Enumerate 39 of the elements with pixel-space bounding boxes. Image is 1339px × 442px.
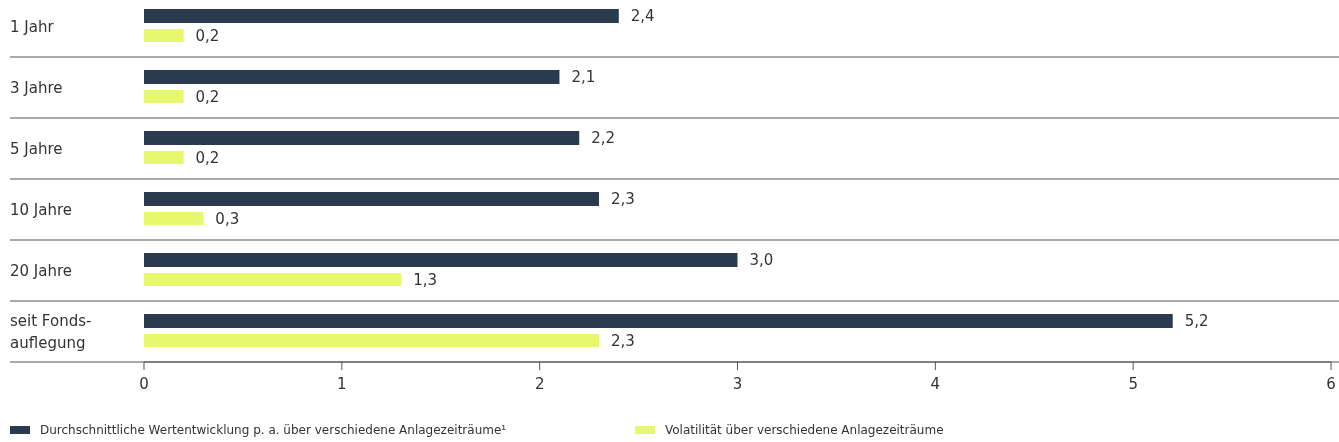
- bar: [144, 192, 600, 206]
- x-tick-label: 6: [1326, 375, 1336, 394]
- y-tick-label: 10 Jahre: [10, 200, 73, 219]
- legend-label: Durchschnittliche Wertentwicklung p. a. über verschiedene Anlagezeiträume¹: [40, 423, 507, 438]
- bar: [144, 334, 600, 347]
- bar: [144, 9, 619, 23]
- y-tick-label: 1 Jahr: [10, 17, 55, 36]
- y-tick-label: 20 Jahre: [10, 261, 73, 280]
- x-tick-label: 4: [930, 375, 941, 394]
- bar: [144, 131, 580, 145]
- data-label: 0,2: [195, 87, 220, 106]
- bar: [144, 151, 184, 164]
- data-label: 0,3: [215, 209, 240, 228]
- data-label: 0,2: [195, 148, 220, 167]
- bar: [144, 314, 1173, 328]
- x-tick-label: 0: [139, 375, 149, 394]
- y-tick-label: 5 Jahre: [10, 139, 63, 158]
- bar: [144, 212, 204, 225]
- x-tick-label: 1: [337, 375, 347, 394]
- bar: [144, 273, 402, 286]
- data-label: 3,0: [749, 251, 774, 270]
- bar: [144, 253, 738, 267]
- data-label: 2,1: [571, 68, 596, 87]
- data-label: 2,3: [611, 190, 635, 209]
- x-tick-label: 5: [1128, 375, 1138, 394]
- data-label: 0,2: [195, 26, 220, 45]
- x-tick-label: 3: [732, 375, 743, 394]
- data-label: 5,2: [1184, 312, 1209, 331]
- legend-label: Volatilität über verschiedene Anlagezeiträume: [665, 423, 944, 438]
- data-label: 2,4: [630, 7, 655, 26]
- bar: [144, 70, 560, 84]
- data-label: 1,3: [413, 270, 438, 289]
- bar: [144, 29, 184, 42]
- data-label: 2,2: [591, 129, 616, 148]
- bar: [144, 90, 184, 103]
- x-tick-label: 2: [534, 375, 545, 394]
- data-label: 2,3: [611, 331, 635, 350]
- y-tick-label: 3 Jahre: [10, 78, 63, 97]
- y-tick-label: seit Fonds- auflegung: [10, 311, 92, 352]
